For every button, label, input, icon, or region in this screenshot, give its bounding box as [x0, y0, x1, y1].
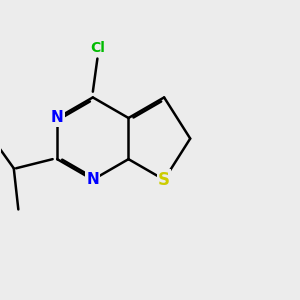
- Text: S: S: [158, 171, 170, 189]
- Text: N: N: [51, 110, 64, 125]
- Text: N: N: [86, 172, 99, 187]
- Text: Cl: Cl: [90, 41, 105, 55]
